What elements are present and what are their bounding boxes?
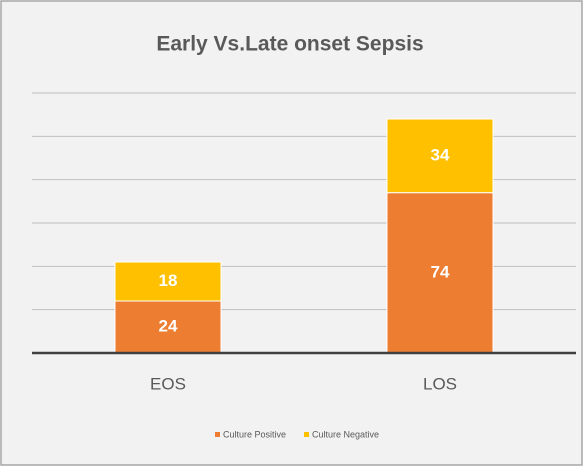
bar-segment: [386, 192, 494, 354]
data-label: 74: [431, 262, 450, 281]
chart-title: Early Vs.Late onset Sepsis: [156, 33, 423, 56]
x-tick-label: LOS: [423, 374, 457, 393]
legend-swatch: [304, 432, 310, 437]
data-label: 18: [159, 271, 178, 290]
bar-segment: [114, 261, 222, 302]
x-tick-label: EOS: [150, 374, 186, 393]
legend-label: Culture Positive: [223, 429, 286, 439]
legend-label: Culture Negative: [312, 429, 379, 439]
legend-swatch: [215, 432, 220, 437]
data-label: 34: [431, 145, 450, 164]
bar-segment: [386, 118, 494, 194]
data-label: 24: [159, 316, 178, 335]
